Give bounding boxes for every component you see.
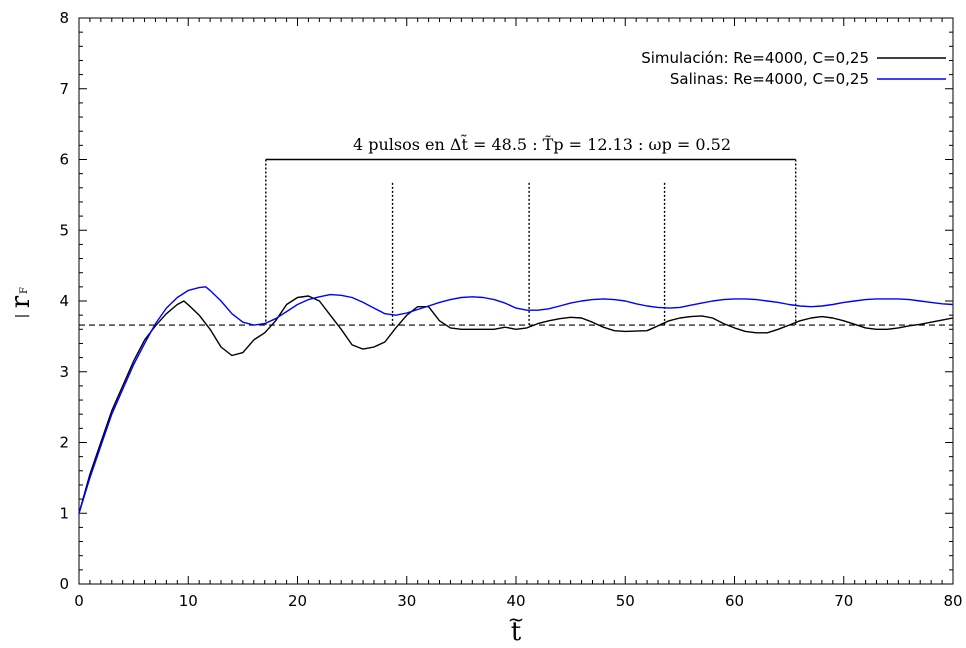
y-tick-label: 5 <box>59 221 69 239</box>
series-line-salinas <box>78 286 954 514</box>
annotation-text: 4 pulsos en Δt̃ = 48.5 : T̃p = 12.13 : ω… <box>353 134 731 154</box>
y-axis-bar-icon: | <box>14 314 30 319</box>
y-tick-label: 2 <box>59 434 69 452</box>
y-tick-label: 8 <box>59 9 69 27</box>
x-tick-label: 60 <box>725 592 744 610</box>
y-tick-label: 3 <box>59 363 69 381</box>
x-tick-label: 80 <box>943 592 962 610</box>
y-tick-label: 0 <box>59 575 69 593</box>
y-tick-label: 1 <box>59 504 69 522</box>
y-axis-label: r F | <box>6 287 36 318</box>
x-tick-label: 70 <box>834 592 853 610</box>
series-lines <box>78 286 954 514</box>
x-tick-label: 10 <box>179 592 198 610</box>
tick-labels: 0 10 20 30 40 50 60 70 80 0 1 2 3 4 5 6 7 8 <box>59 9 962 610</box>
y-tick-label: 6 <box>59 151 69 169</box>
x-tick-label: 30 <box>397 592 416 610</box>
x-axis-title: t <box>511 617 522 647</box>
x-tick-label: 0 <box>74 592 84 610</box>
reference-lines <box>79 158 953 326</box>
legend-label-salinas: Salinas: Re=4000, C=0,25 <box>670 70 869 88</box>
axis-ticks <box>78 17 954 585</box>
x-axis-tilde-icon: ~ <box>508 607 525 631</box>
plot-frame <box>78 17 954 585</box>
y-tick-label: 7 <box>59 80 69 98</box>
x-tick-label: 20 <box>288 592 307 610</box>
y-tick-label: 4 <box>59 292 69 310</box>
legend-label-simulacion: Simulación: Re=4000, C=0,25 <box>641 49 869 67</box>
y-axis-title-subscript: F <box>19 287 30 294</box>
x-tick-label: 50 <box>616 592 635 610</box>
x-tick-label: 40 <box>506 592 525 610</box>
x-axis-label: t ~ <box>508 607 525 647</box>
series-line-simulacion <box>78 295 954 514</box>
y-axis-title: r <box>6 295 36 308</box>
legend: Simulación: Re=4000, C=0,25 Salinas: Re=… <box>641 49 946 88</box>
